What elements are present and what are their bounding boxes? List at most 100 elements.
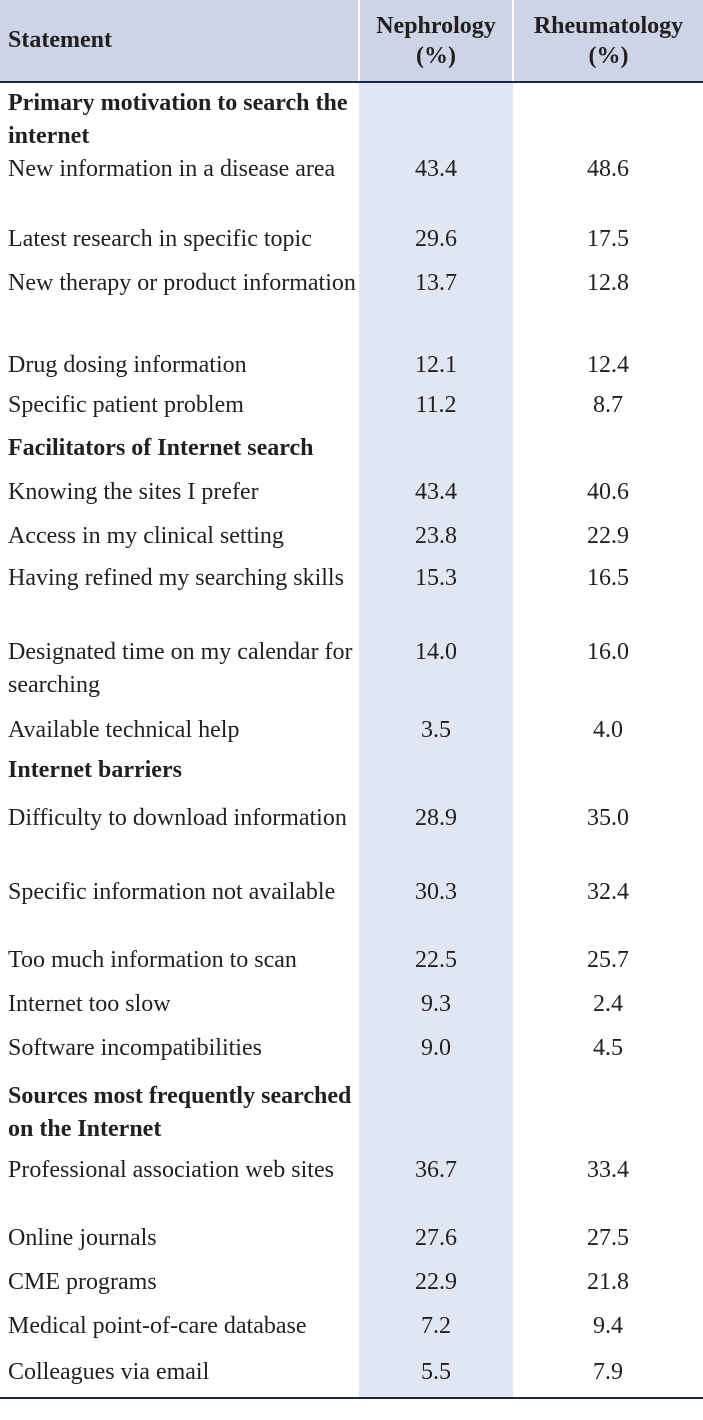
- statement-cell: Specific information not available: [8, 879, 336, 905]
- nephrology-cell: 29.6: [359, 221, 513, 265]
- section-heading: Primary motivation to search the interne…: [8, 90, 348, 149]
- nephrology-cell: [359, 1074, 513, 1152]
- section-row: Facilitators of Internet search: [0, 431, 703, 474]
- table-row: Medical point-of-care database 7.2 9.4: [0, 1308, 703, 1352]
- rheumatology-cell: 4.5: [593, 1035, 623, 1061]
- header-nephrology: Nephrology (%): [358, 0, 513, 83]
- statement-cell: Knowing the sites I prefer: [8, 479, 259, 505]
- statement-cell: Having refined my searching skills: [8, 565, 344, 591]
- rheumatology-cell: 16.5: [587, 565, 629, 591]
- statement-cell: Software incompatibilities: [8, 1035, 262, 1061]
- statement-cell: Too much information to scan: [8, 947, 297, 973]
- table-row: New therapy or product information 13.7 12…: [0, 265, 703, 343]
- statement-cell: Medical point-of-care database: [8, 1313, 307, 1339]
- table-row: Internet too slow 9.3 2.4: [0, 986, 703, 1030]
- rheumatology-cell: [513, 82, 703, 153]
- statement-cell: Difficulty to download information: [8, 805, 347, 831]
- statement-cell: CME programs: [8, 1269, 157, 1295]
- rheumatology-cell: 4.0: [593, 717, 623, 743]
- rheumatology-cell: 21.8: [587, 1269, 629, 1295]
- nephrology-cell: 43.4: [359, 153, 513, 221]
- table-row: Software incompatibilities 9.0 4.5: [0, 1030, 703, 1074]
- table-row: Specific patient problem 11.2 8.7: [0, 387, 703, 431]
- statement-cell: New therapy or product information: [8, 270, 356, 296]
- header-nephrology-unit: (%): [416, 42, 456, 69]
- table-row: New information in a disease area 43.4 48.…: [0, 153, 703, 221]
- section-heading: Facilitators of Internet search: [8, 435, 314, 461]
- nephrology-cell: 3.5: [359, 708, 513, 752]
- nephrology-cell: [359, 431, 513, 474]
- section-row: Sources most frequently searched on the …: [0, 1074, 703, 1152]
- table-row: Professional association web sites 36.7 33…: [0, 1152, 703, 1220]
- statement-cell: Drug dosing information: [8, 352, 247, 378]
- nephrology-cell: 12.1: [359, 343, 513, 387]
- rheumatology-cell: 12.4: [587, 352, 629, 378]
- statement-cell: Online journals: [8, 1225, 157, 1251]
- statement-cell: Designated time on my calendar for searc…: [8, 639, 353, 698]
- rheumatology-cell: 8.7: [593, 392, 623, 418]
- table-row: Having refined my searching skills 15.3 16…: [0, 562, 703, 630]
- section-row: Primary motivation to search the interne…: [0, 82, 703, 153]
- nephrology-cell: 7.2: [359, 1308, 513, 1352]
- nephrology-cell: [359, 82, 513, 153]
- rheumatology-cell: [513, 431, 703, 474]
- nephrology-cell: 9.0: [359, 1030, 513, 1074]
- statement-cell: Access in my clinical setting: [8, 523, 284, 549]
- nephrology-cell: 23.8: [359, 518, 513, 562]
- table-row: Online journals 27.6 27.5: [0, 1220, 703, 1264]
- rheumatology-cell: 12.8: [587, 270, 629, 296]
- header-rheumatology: Rheumatology (%): [512, 0, 703, 83]
- statement-cell: Professional association web sites: [8, 1157, 334, 1183]
- rheumatology-cell: 32.4: [587, 879, 629, 905]
- table-row: Access in my clinical setting 23.8 22.9: [0, 518, 703, 562]
- rheumatology-cell: 9.4: [593, 1313, 623, 1339]
- rheumatology-cell: 33.4: [587, 1157, 629, 1183]
- nephrology-cell: 36.7: [359, 1152, 513, 1220]
- header-statement: Statement: [0, 0, 359, 83]
- table-row: Drug dosing information 12.1 12.4: [0, 343, 703, 387]
- table-row: Latest research in specific topic 29.6 17.…: [0, 221, 703, 265]
- rheumatology-cell: [513, 752, 703, 796]
- rheumatology-cell: 22.9: [587, 523, 629, 549]
- table-row: Too much information to scan 22.5 25.7: [0, 942, 703, 986]
- rheumatology-cell: 35.0: [587, 805, 629, 831]
- statement-cell: Latest research in specific topic: [8, 226, 312, 252]
- header-row: Statement Nephrology (%) Rheumatology (%…: [0, 0, 703, 83]
- rheumatology-cell: 48.6: [587, 156, 629, 182]
- rheumatology-cell: 2.4: [593, 991, 623, 1017]
- statement-cell: Colleagues via email: [0, 1352, 359, 1399]
- nephrology-cell: 11.2: [359, 387, 513, 431]
- rheumatology-cell: 16.0: [587, 639, 629, 665]
- statement-cell: Specific patient problem: [8, 392, 244, 418]
- table-row: Knowing the sites I prefer 43.4 40.6: [0, 474, 703, 518]
- nephrology-cell: 22.5: [359, 942, 513, 986]
- rheumatology-cell: 25.7: [587, 947, 629, 973]
- nephrology-cell: 27.6: [359, 1220, 513, 1264]
- nephrology-cell: 15.3: [359, 562, 513, 630]
- header-rheumatology-unit: (%): [588, 42, 629, 69]
- rheumatology-cell: [513, 1074, 703, 1152]
- rheumatology-cell: 7.9: [513, 1352, 703, 1399]
- section-row: Internet barriers: [0, 752, 703, 796]
- table-row: Available technical help 3.5 4.0: [0, 708, 703, 752]
- statement-cell: Internet too slow: [8, 991, 171, 1017]
- rheumatology-cell: 40.6: [587, 479, 629, 505]
- section-heading: Sources most frequently searched on the …: [8, 1083, 352, 1142]
- table-body: Primary motivation to search the interne…: [0, 82, 703, 1399]
- statement-cell: New information in a disease area: [8, 156, 336, 182]
- header-rheumatology-name: Rheumatology: [533, 12, 684, 39]
- rheumatology-cell: 27.5: [587, 1225, 629, 1251]
- statement-cell: Available technical help: [8, 717, 240, 743]
- section-heading: Internet barriers: [8, 757, 182, 783]
- header-nephrology-name: Nephrology: [376, 12, 496, 39]
- nephrology-cell: 9.3: [359, 986, 513, 1030]
- nephrology-cell: 22.9: [359, 1264, 513, 1308]
- table-row: Specific information not available 30.3 32…: [0, 874, 703, 942]
- nephrology-cell: [359, 752, 513, 796]
- table-row: Difficulty to download information 28.9 35…: [0, 796, 703, 874]
- nephrology-cell: 14.0: [359, 630, 513, 708]
- table-row: Designated time on my calendar for searc…: [0, 630, 703, 708]
- nephrology-cell: 13.7: [359, 265, 513, 343]
- nephrology-cell: 43.4: [359, 474, 513, 518]
